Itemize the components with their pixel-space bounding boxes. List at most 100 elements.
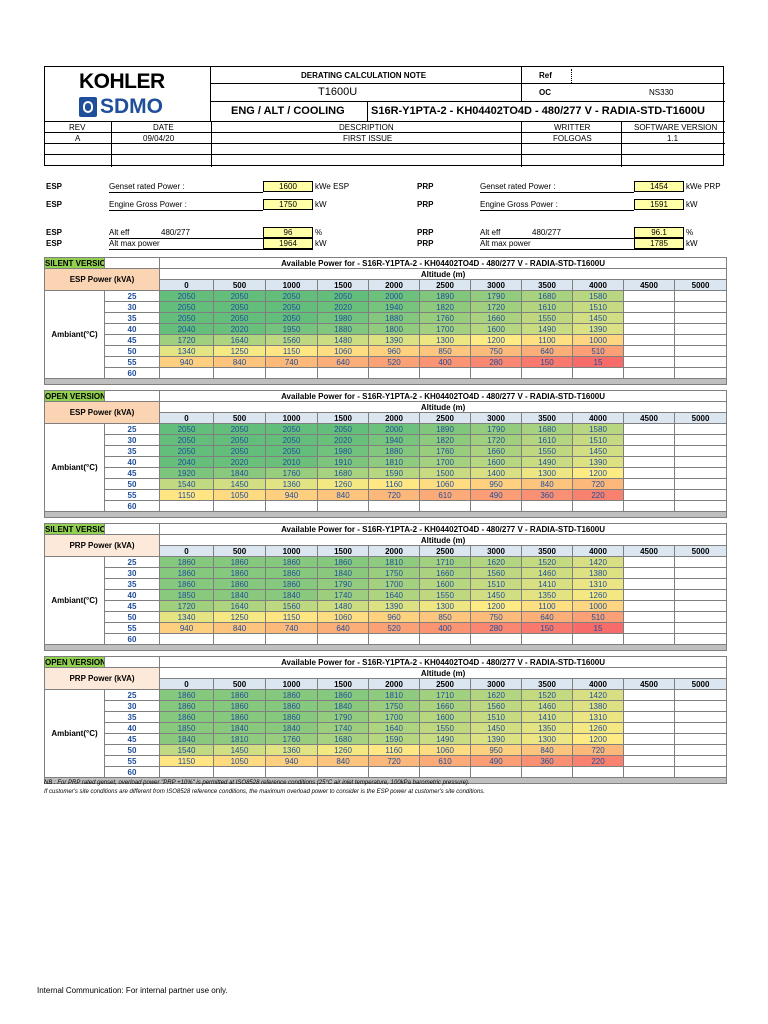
temperature-label: 60 [104,633,160,645]
power-value-cell: 1660 [470,445,522,457]
power-value-cell: 1260 [572,589,624,601]
oc-value: NS330 [649,88,674,97]
power-value-cell: 2050 [265,301,318,313]
power-value-cell [623,301,675,313]
power-value-cell: 1410 [521,578,573,590]
description-value: FIRST ISSUE [343,134,393,143]
power-value-cell [673,744,728,756]
power-value-cell: 2010 [265,456,318,468]
ref-label: Ref [539,71,552,80]
power-value-cell: 610 [419,755,471,767]
power-value-cell: 1520 [521,689,573,701]
power-value-cell: 1800 [368,323,420,335]
power-value-cell: 1740 [317,722,369,734]
power-value-cell [673,689,728,701]
temperature-label: 60 [104,766,160,778]
power-value-cell [623,423,675,435]
esp-param-underline [109,192,263,193]
power-value-cell [213,766,266,778]
power-value-cell: 1350 [521,589,573,601]
altitude-header: 4500 [623,545,675,557]
power-value-cell: 1810 [368,556,420,568]
power-value-cell [623,633,675,645]
power-value-cell: 1920 [159,467,214,479]
temperature-label: 55 [104,356,160,368]
power-value-cell: 150 [521,356,573,368]
power-value-cell: 1590 [368,733,420,745]
power-value-cell: 1560 [265,334,318,346]
power-value-cell: 1350 [521,722,573,734]
power-value-cell [673,622,728,634]
esp-param-unit: kW [315,200,327,209]
power-value-cell: 1880 [368,312,420,324]
power-value-cell: 1510 [572,301,624,313]
power-type-label: ESP Power (kVA) [44,401,160,424]
prp-param-value: 1454 [634,181,684,192]
power-value-cell: 360 [521,489,573,501]
power-value-cell: 1860 [213,578,266,590]
power-value-cell [673,755,728,767]
power-value-cell: 2050 [159,423,214,435]
power-value-cell [623,722,675,734]
power-value-cell [419,367,471,379]
power-value-cell: 1860 [159,567,214,579]
logo-cell: KOHLER SDMO [45,67,211,121]
power-value-cell [623,766,675,778]
prp-param-underline [480,249,684,250]
temperature-label: 25 [104,423,160,435]
power-value-cell: 1540 [159,744,214,756]
power-value-cell: 280 [470,622,522,634]
power-value-cell: 1510 [470,578,522,590]
power-value-cell: 1490 [521,456,573,468]
prp-param-value: 1591 [634,199,684,210]
temperature-label: 30 [104,700,160,712]
esp-param-value: 1600 [263,181,313,192]
config-value: S16R-Y1PTA-2 - KH04402TO4D - 480/277 V -… [371,105,705,117]
kohler-logo: KOHLER [79,70,165,93]
power-value-cell: 1300 [419,334,471,346]
power-value-cell: 2050 [159,301,214,313]
power-value-cell: 1950 [265,323,318,335]
altitude-header: 1500 [317,412,369,424]
power-value-cell [159,766,214,778]
power-value-cell: 1860 [265,700,318,712]
power-value-cell: 940 [265,755,318,767]
power-value-cell [673,423,728,435]
power-value-cell: 1510 [572,434,624,446]
power-value-cell: 1050 [213,489,266,501]
power-value-cell [419,633,471,645]
power-value-cell: 1150 [159,755,214,767]
power-value-cell [623,711,675,723]
power-value-cell: 400 [419,356,471,368]
power-value-cell: 740 [265,622,318,634]
power-value-cell [673,367,728,379]
power-value-cell: 1940 [368,434,420,446]
power-value-cell: 1860 [159,711,214,723]
power-value-cell [419,500,471,512]
power-value-cell: 1550 [521,445,573,457]
power-value-cell: 1550 [419,722,471,734]
power-value-cell: 1640 [213,600,266,612]
available-power-title: Available Power for - S16R-Y1PTA-2 - KH0… [158,257,728,269]
power-value-cell: 1060 [317,345,369,357]
table-separator [43,777,728,784]
power-value-cell [265,500,318,512]
power-value-cell: 490 [470,755,522,767]
power-value-cell: 1760 [419,312,471,324]
power-value-cell: 1820 [419,434,471,446]
power-value-cell: 2020 [317,301,369,313]
power-value-cell [623,312,675,324]
power-value-cell [265,766,318,778]
power-value-cell: 2020 [317,434,369,446]
software-version-label: SOFTWARE VERSION [634,123,718,132]
power-value-cell: 1860 [265,689,318,701]
spacer-cell [104,390,160,402]
rev-value: A [75,134,81,143]
power-value-cell: 1840 [213,467,266,479]
power-value-cell: 720 [368,489,420,501]
power-value-cell [317,766,369,778]
altitude-header: 3000 [470,279,522,291]
power-value-cell: 1660 [470,312,522,324]
power-value-cell: 610 [419,489,471,501]
altitude-header: 4000 [572,545,624,557]
